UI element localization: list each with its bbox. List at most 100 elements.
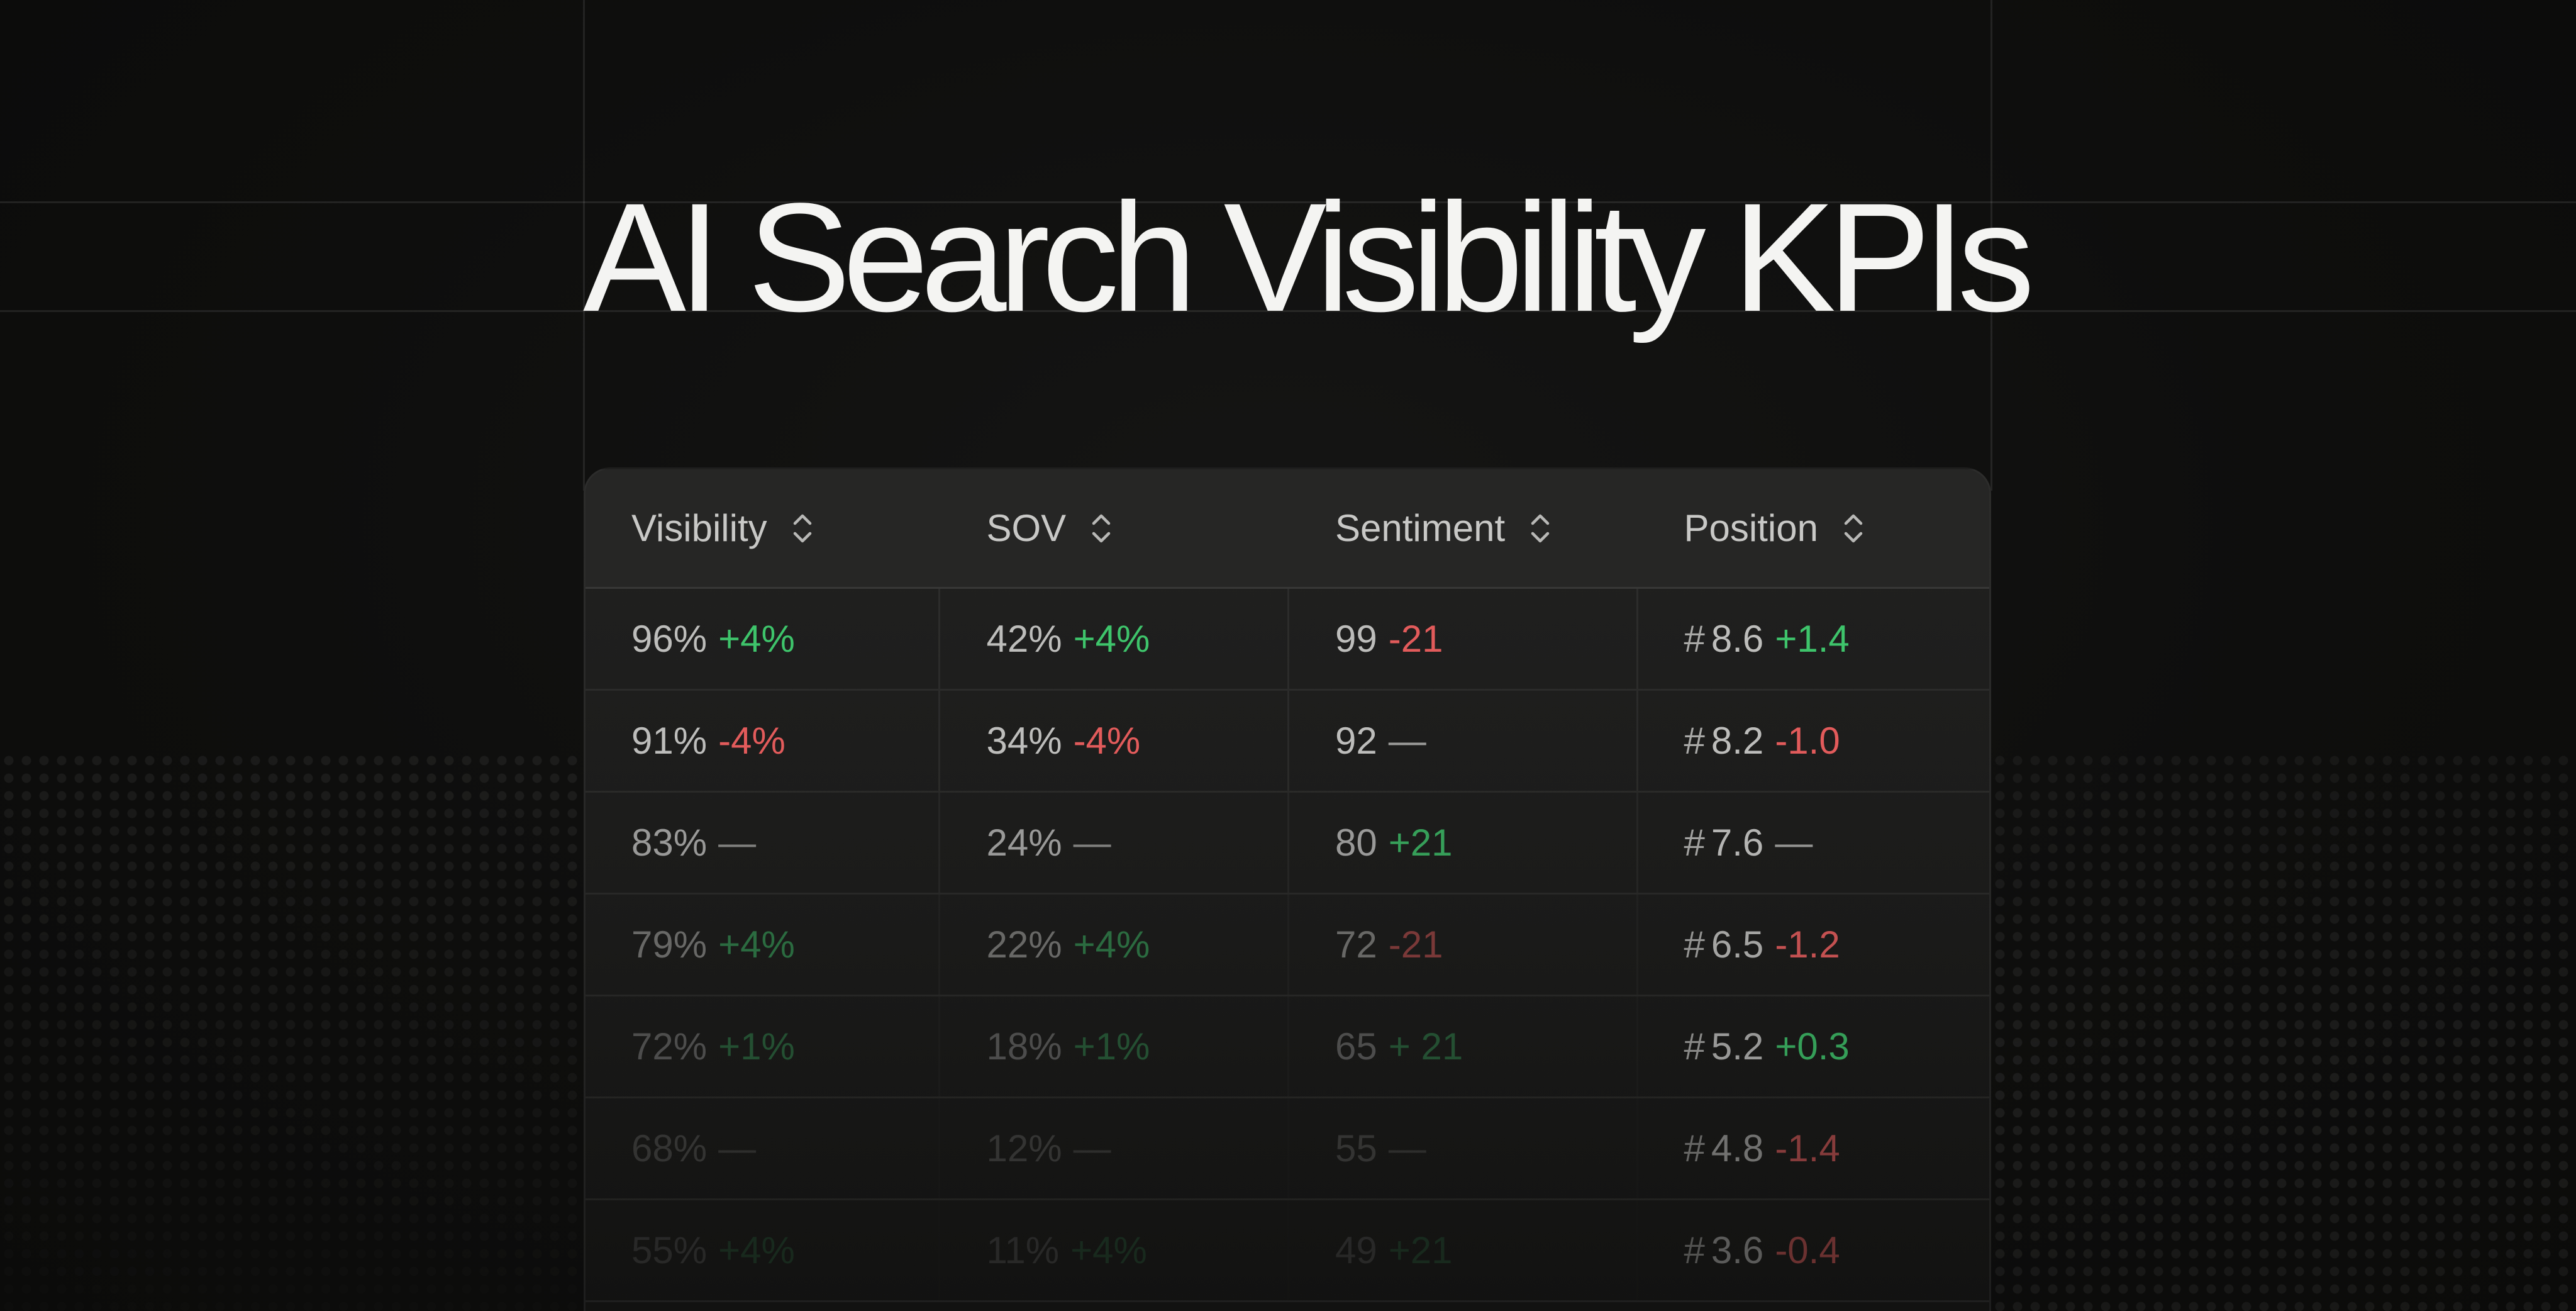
metric-delta: -21 [1388,923,1443,966]
sentiment-cell: 55 — [1289,1098,1638,1198]
metric-value: 65 [1335,1025,1377,1068]
visibility-cell: 91% -4% [586,691,941,791]
metric-value: 80 [1335,822,1377,864]
dot-grid-decoration-left [0,752,585,1311]
table-header: Visibility SOV Sentiment Position [586,469,1989,589]
metric-delta: +4% [718,923,795,966]
page-title: AI Search Visibility KPIs [583,171,2035,344]
sov-cell: 12% — [940,1098,1289,1198]
visibility-cell: 72% +1% [586,996,940,1096]
metric-delta: +4% [718,1229,795,1271]
rank-hash: # [1684,1229,1705,1271]
column-header-sentiment[interactable]: Sentiment [1289,469,1638,587]
metric-value: 55 [1335,1127,1377,1169]
column-header-label: Sentiment [1335,507,1506,549]
position-cell: #8.2 -1.0 [1638,691,1989,791]
metric-value: 5.2 [1711,1025,1764,1068]
sov-cell: 34% -4% [940,691,1289,791]
sov-cell: 24% — [940,793,1289,893]
column-header-label: Position [1684,507,1818,549]
rank-hash: # [1684,923,1705,966]
table-row[interactable]: 96% +4% 42% +4% 99 -21 #8.6 +1.4 [586,589,1989,691]
sov-cell: 18% +1% [940,996,1289,1096]
metric-delta: -1.4 [1775,1127,1840,1169]
metric-value: 91% [631,720,708,762]
metric-delta: + 21 [1388,1025,1463,1068]
kpi-table: Visibility SOV Sentiment Position 96% +4%… [584,467,1991,1311]
metric-value: 83% [631,822,708,864]
column-header-sov[interactable]: SOV [940,469,1289,587]
metric-value: 7.6 [1711,822,1764,864]
metric-value: 11% [986,1229,1060,1271]
metric-delta: +21 [1388,1229,1453,1271]
table-row[interactable]: 79% +4% 22% +4% 72 -21 #6.5 -1.2 [586,895,1989,996]
metric-delta: +1.4 [1775,618,1850,660]
metric-delta: -21 [1388,618,1443,660]
visibility-cell: 79% +4% [586,895,940,995]
dot-grid-decoration-right [1991,752,2576,1311]
metric-delta: +4% [1070,1229,1147,1271]
metric-delta: +1% [718,1025,795,1068]
metric-value: 55% [631,1229,708,1271]
metric-delta: — [718,1127,757,1169]
metric-delta: — [718,822,757,864]
metric-value: 8.2 [1711,720,1764,762]
visibility-cell: 55% +4% [586,1200,940,1300]
metric-delta: +4% [1073,618,1150,660]
table-row[interactable]: 91% -4% 34% -4% 92— #8.2 -1.0 [586,691,1989,793]
metric-value: 34% [986,720,1062,762]
metric-delta: — [1073,822,1111,864]
sentiment-cell: 92 — [1289,691,1638,791]
column-header-label: SOV [986,507,1067,549]
metric-value: 99 [1335,618,1377,660]
sort-icon [1092,514,1111,542]
sentiment-cell: 49 +21 [1289,1200,1638,1300]
table-row[interactable]: 83% —24% —80 +21 #7.6— [586,793,1989,895]
sort-icon [793,514,811,542]
position-cell: #4.8 -1.4 [1638,1098,1989,1198]
sort-icon [1531,514,1550,542]
rank-hash: # [1684,618,1705,660]
sort-icon [1844,514,1863,542]
metric-value: 79% [631,923,708,966]
position-cell: #3.6 -0.4 [1638,1200,1989,1300]
table-row[interactable]: 68% —12% —55— #4.8 -1.4 [586,1098,1989,1200]
metric-delta: -4% [718,720,786,762]
sov-cell: 11% +4% [940,1200,1289,1300]
metric-value: 22% [986,923,1062,966]
metric-delta: +21 [1388,822,1453,864]
metric-delta: -1.2 [1775,923,1840,966]
metric-value: 68% [631,1127,708,1169]
metric-value: 8.6 [1711,618,1764,660]
column-header-position[interactable]: Position [1638,469,1989,587]
metric-value: 18% [986,1025,1062,1068]
position-cell: #8.6 +1.4 [1638,589,1989,689]
metric-value: 12% [986,1127,1062,1169]
metric-value: 3.6 [1711,1229,1764,1271]
rank-hash: # [1684,1025,1705,1068]
table-row[interactable]: 55% +4% 11% +4% 49 +21 #3.6 -0.4 [586,1200,1989,1302]
metric-delta: +0.3 [1775,1025,1850,1068]
rank-hash: # [1684,720,1705,762]
metric-value: 96% [631,618,708,660]
rank-hash: # [1684,1127,1705,1169]
sentiment-cell: 65 + 21 [1289,996,1638,1096]
visibility-cell: 68% — [586,1098,940,1198]
column-header-visibility[interactable]: Visibility [586,469,940,587]
visibility-cell: 96% +4% [586,589,941,689]
sentiment-cell: 72 -21 [1289,895,1638,995]
position-cell: #6.5 -1.2 [1638,895,1989,995]
metric-delta: +1% [1073,1025,1150,1068]
metric-value: 6.5 [1711,923,1764,966]
sentiment-cell: 99 -21 [1289,589,1638,689]
column-header-label: Visibility [631,507,767,549]
metric-delta: -0.4 [1775,1229,1840,1271]
metric-value: 49 [1335,1229,1377,1271]
metric-delta: -4% [1073,720,1141,762]
metric-delta: — [1073,1127,1111,1169]
metric-delta: +4% [1073,923,1150,966]
table-row[interactable]: 72% +1% 18% +1% 65 + 21 #5.2 +0.3 [586,996,1989,1098]
metric-delta: +4% [718,618,795,660]
sov-cell: 42% +4% [940,589,1289,689]
